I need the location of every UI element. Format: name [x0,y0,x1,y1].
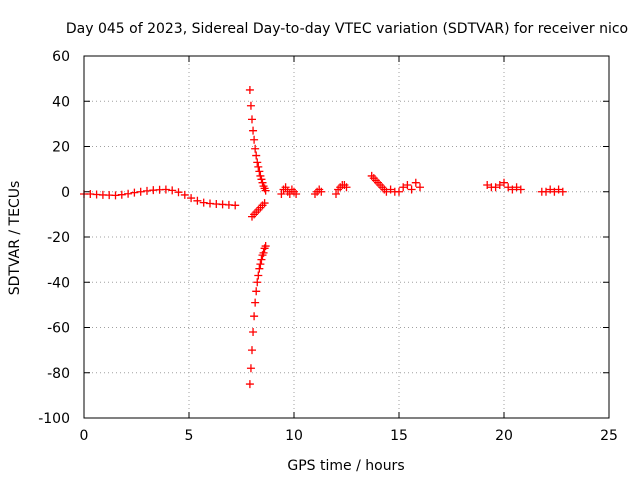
data-point [254,162,263,171]
y-tick-label: 0 [61,185,70,201]
data-point [252,287,261,296]
data-point [252,151,261,160]
data-point [399,183,408,192]
x-tick-label: 10 [285,428,303,444]
data-point [174,188,183,197]
y-tick-label: -80 [47,366,70,382]
data-point [407,185,416,194]
data-point [292,190,301,199]
data-point [193,196,202,205]
data-point [187,194,196,203]
data-point [504,183,513,192]
x-tick-label: 20 [495,428,513,444]
data-point [136,187,145,196]
grid [84,56,609,418]
data-point [231,201,240,210]
x-tick-label: 25 [600,428,618,444]
x-tick-label: 5 [185,428,194,444]
data-point [342,183,351,192]
data-point [317,187,326,196]
data-point [180,190,189,199]
data-point [416,183,424,192]
y-tick-label: -60 [47,321,70,337]
axis-ticks [83,55,610,419]
data-point [261,186,270,195]
y-tick-label: -40 [47,275,70,291]
data-point [395,187,403,196]
data-point [261,242,270,251]
data-point [495,180,504,189]
plot-border [83,55,610,419]
y-tick-label: 60 [52,49,70,65]
x-axis-label: GPS time / hours [287,458,404,474]
data-point [111,191,120,200]
data-point [250,312,259,321]
data-point [253,278,262,287]
data-points [80,85,567,389]
data-point [168,186,177,195]
y-tick-label: 20 [52,140,70,156]
data-point [259,248,268,257]
data-point [516,185,525,194]
data-point [246,364,255,373]
data-point [245,380,254,389]
data-point [260,199,269,208]
data-point [248,115,256,124]
data-point [249,126,258,135]
data-point [508,185,517,194]
data-point [257,255,266,264]
data-point [281,183,290,192]
y-axis-label: SDTVAR / TECUs [7,181,23,296]
data-point [117,190,126,199]
data-point [332,190,340,199]
data-point [558,187,567,196]
data-point [386,185,395,194]
data-point [161,185,170,194]
y-tick-label: -100 [38,411,70,427]
data-point [251,144,260,153]
data-point [483,180,492,189]
data-point [277,190,286,199]
x-tick-label: 0 [80,428,89,444]
data-point [249,328,258,337]
data-point [512,183,521,192]
data-point [491,183,500,192]
data-point [143,186,151,195]
data-point [254,271,263,280]
data-point [250,135,259,144]
data-point [403,180,412,189]
data-point [382,187,391,196]
data-point [554,185,563,194]
data-point [255,167,264,176]
data-point [245,85,254,94]
y-tick-label: 40 [52,94,70,110]
tick-labels: 0 5 10 15 20 25 -100 -80 -60 -40 -20 0 20 40 60 [38,49,618,444]
data-point [256,171,265,180]
chart-title: Day 045 of 2023, Sidereal Day-to-day VTE… [66,21,628,37]
data-point [253,158,262,167]
data-point [542,187,550,196]
data-point [411,178,420,187]
data-point [257,175,266,184]
data-point [546,185,555,194]
data-point [256,260,265,269]
y-tick-label: -20 [47,230,70,246]
data-point [124,189,133,198]
data-point [248,346,256,355]
data-point [255,264,264,273]
x-tick-label: 15 [390,428,408,444]
data-point [500,178,508,187]
data-point [199,198,208,207]
data-point [246,101,255,110]
data-point [130,188,139,197]
data-point [258,178,267,187]
data-point [550,187,559,196]
data-point [251,298,260,307]
